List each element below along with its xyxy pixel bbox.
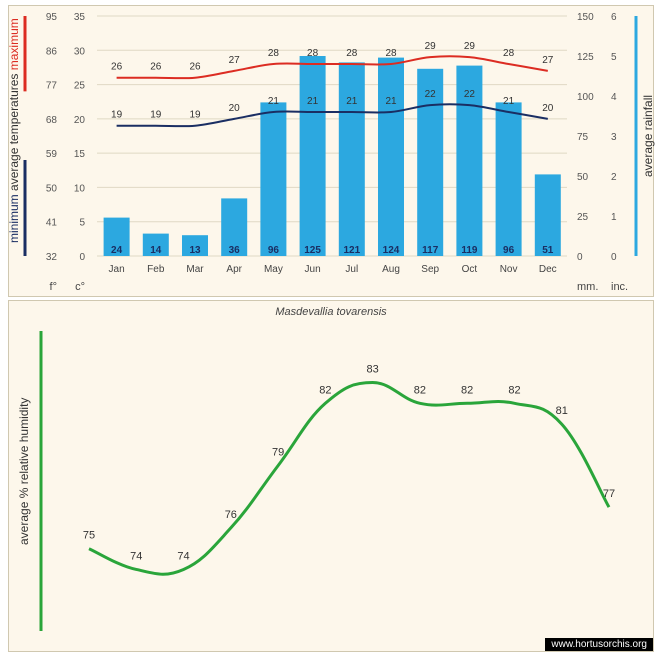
source-credit: www.hortusorchis.org bbox=[545, 638, 653, 651]
svg-text:79: 79 bbox=[272, 447, 284, 459]
svg-text:19: 19 bbox=[111, 110, 123, 121]
svg-text:Dec: Dec bbox=[539, 264, 557, 275]
svg-text:121: 121 bbox=[343, 245, 360, 256]
svg-text:14: 14 bbox=[150, 245, 162, 256]
svg-text:74: 74 bbox=[130, 550, 142, 562]
svg-text:82: 82 bbox=[319, 384, 331, 396]
svg-text:Mar: Mar bbox=[186, 264, 204, 275]
svg-text:77: 77 bbox=[46, 81, 58, 92]
humidity-chart-svg: 75 74 74 76 79 82 83 82 82 82 81 77 bbox=[9, 301, 653, 651]
svg-text:20: 20 bbox=[229, 103, 241, 114]
svg-text:5: 5 bbox=[611, 52, 617, 63]
svg-text:Jun: Jun bbox=[305, 264, 321, 275]
svg-text:29: 29 bbox=[464, 41, 476, 52]
svg-text:96: 96 bbox=[503, 245, 515, 256]
svg-text:1: 1 bbox=[611, 212, 617, 223]
svg-text:20: 20 bbox=[542, 103, 554, 114]
svg-text:28: 28 bbox=[307, 48, 319, 59]
svg-text:59: 59 bbox=[46, 149, 58, 160]
svg-text:82: 82 bbox=[414, 384, 426, 396]
svg-text:19: 19 bbox=[189, 110, 201, 121]
svg-text:29: 29 bbox=[425, 41, 437, 52]
svg-text:95: 95 bbox=[46, 12, 58, 23]
svg-text:20: 20 bbox=[74, 115, 86, 126]
svg-text:50: 50 bbox=[577, 172, 589, 183]
svg-text:125: 125 bbox=[577, 52, 594, 63]
svg-text:75: 75 bbox=[83, 530, 95, 542]
svg-text:100: 100 bbox=[577, 92, 594, 103]
svg-text:26: 26 bbox=[189, 62, 201, 73]
svg-text:10: 10 bbox=[74, 183, 86, 194]
svg-text:21: 21 bbox=[503, 96, 515, 107]
svg-text:21: 21 bbox=[385, 96, 397, 107]
svg-text:inc.: inc. bbox=[611, 281, 628, 293]
svg-text:Apr: Apr bbox=[226, 264, 242, 275]
svg-text:21: 21 bbox=[307, 96, 319, 107]
svg-text:3: 3 bbox=[611, 132, 617, 143]
svg-text:50: 50 bbox=[46, 183, 58, 194]
svg-text:96: 96 bbox=[268, 245, 280, 256]
svg-text:28: 28 bbox=[503, 48, 515, 59]
svg-text:19: 19 bbox=[150, 110, 162, 121]
svg-text:125: 125 bbox=[304, 245, 321, 256]
svg-text:82: 82 bbox=[508, 384, 520, 396]
svg-text:Oct: Oct bbox=[462, 264, 478, 275]
humidity-chart-panel: Masdevallia tovarensis average % relativ… bbox=[8, 300, 654, 652]
svg-text:68: 68 bbox=[46, 115, 58, 126]
svg-text:25: 25 bbox=[74, 81, 86, 92]
svg-text:82: 82 bbox=[461, 384, 473, 396]
svg-text:30: 30 bbox=[74, 46, 86, 57]
svg-text:May: May bbox=[264, 264, 283, 275]
svg-text:15: 15 bbox=[74, 149, 86, 160]
svg-text:119: 119 bbox=[461, 245, 478, 256]
svg-text:Jan: Jan bbox=[109, 264, 125, 275]
svg-text:2: 2 bbox=[611, 172, 617, 183]
svg-text:36: 36 bbox=[229, 245, 241, 256]
svg-text:27: 27 bbox=[229, 55, 241, 66]
svg-text:41: 41 bbox=[46, 218, 58, 229]
svg-text:28: 28 bbox=[268, 48, 280, 59]
svg-text:22: 22 bbox=[464, 89, 476, 100]
svg-text:32: 32 bbox=[46, 252, 58, 263]
svg-text:6: 6 bbox=[611, 12, 617, 23]
svg-text:77: 77 bbox=[603, 488, 615, 500]
svg-text:28: 28 bbox=[346, 48, 358, 59]
svg-text:51: 51 bbox=[542, 245, 554, 256]
svg-text:86: 86 bbox=[46, 46, 58, 57]
svg-text:c°: c° bbox=[75, 281, 85, 293]
svg-text:Feb: Feb bbox=[147, 264, 165, 275]
svg-text:24: 24 bbox=[111, 245, 123, 256]
svg-text:75: 75 bbox=[577, 132, 589, 143]
svg-text:Aug: Aug bbox=[382, 264, 400, 275]
svg-text:f°: f° bbox=[50, 281, 57, 293]
svg-text:0: 0 bbox=[79, 252, 85, 263]
svg-text:27: 27 bbox=[542, 55, 554, 66]
climate-chart-svg: 0325411050155920682577308635950025150275… bbox=[9, 6, 653, 296]
svg-text:0: 0 bbox=[577, 252, 583, 263]
svg-text:74: 74 bbox=[177, 550, 189, 562]
svg-text:Sep: Sep bbox=[421, 264, 439, 275]
svg-text:5: 5 bbox=[79, 218, 85, 229]
svg-text:124: 124 bbox=[383, 245, 400, 256]
svg-text:mm.: mm. bbox=[577, 281, 598, 293]
svg-text:83: 83 bbox=[367, 364, 379, 376]
svg-text:0: 0 bbox=[611, 252, 617, 263]
svg-text:26: 26 bbox=[150, 62, 162, 73]
svg-text:28: 28 bbox=[385, 48, 397, 59]
svg-text:117: 117 bbox=[422, 245, 439, 256]
svg-text:21: 21 bbox=[268, 96, 280, 107]
svg-text:35: 35 bbox=[74, 12, 86, 23]
svg-text:13: 13 bbox=[189, 245, 201, 256]
svg-text:150: 150 bbox=[577, 12, 594, 23]
svg-text:26: 26 bbox=[111, 62, 123, 73]
svg-text:81: 81 bbox=[556, 405, 568, 417]
svg-text:25: 25 bbox=[577, 212, 589, 223]
climate-chart-panel: minimum average temperatures maximum ave… bbox=[8, 5, 654, 297]
svg-text:21: 21 bbox=[346, 96, 358, 107]
svg-text:Nov: Nov bbox=[500, 264, 518, 275]
svg-text:76: 76 bbox=[225, 509, 237, 521]
svg-text:22: 22 bbox=[425, 89, 437, 100]
svg-text:4: 4 bbox=[611, 92, 617, 103]
svg-text:Jul: Jul bbox=[345, 264, 358, 275]
